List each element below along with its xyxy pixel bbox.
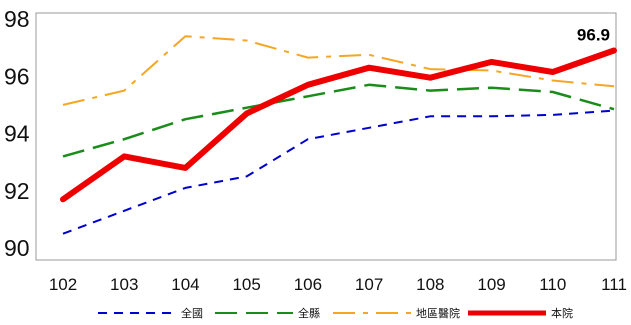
data-label: 96.9 xyxy=(577,25,610,44)
y-tick-label: 94 xyxy=(4,121,30,147)
legend-label-1: 全縣 xyxy=(298,306,320,320)
legend-label-2: 地區醫院 xyxy=(416,306,460,320)
x-tick-label: 106 xyxy=(294,275,322,294)
plot-area xyxy=(35,12,617,261)
x-axis-tick-labels: 102 103 104 105 106 107 108 109 110 111 xyxy=(49,275,627,294)
x-tick-label: 102 xyxy=(49,275,77,294)
y-axis-tick-labels: 90 92 94 96 98 xyxy=(4,6,30,261)
x-tick-label: 103 xyxy=(110,275,138,294)
x-tick-label: 110 xyxy=(539,275,566,294)
x-tick-label: 104 xyxy=(171,275,199,294)
series-line-1 xyxy=(62,83,615,158)
x-tick-label: 105 xyxy=(232,275,260,294)
y-tick-label: 98 xyxy=(4,6,30,32)
series-line-2 xyxy=(62,35,615,106)
data-annotations: 96.9 xyxy=(577,25,610,44)
x-tick-label: 111 xyxy=(601,275,627,294)
y-tick-label: 96 xyxy=(4,63,30,89)
series-lines xyxy=(60,35,617,235)
x-tick-label: 107 xyxy=(355,275,383,294)
y-tick-label: 92 xyxy=(4,178,30,204)
legend-label-0: 全國 xyxy=(181,306,203,320)
x-tick-label: 109 xyxy=(477,275,505,294)
x-tick-label: 108 xyxy=(416,275,444,294)
series-line-0 xyxy=(62,109,615,235)
y-tick-label: 90 xyxy=(4,235,30,261)
series-line-3 xyxy=(60,47,617,203)
legend: 全國 全縣 地區醫院 本院 xyxy=(98,306,573,320)
legend-label-3: 本院 xyxy=(551,306,573,320)
